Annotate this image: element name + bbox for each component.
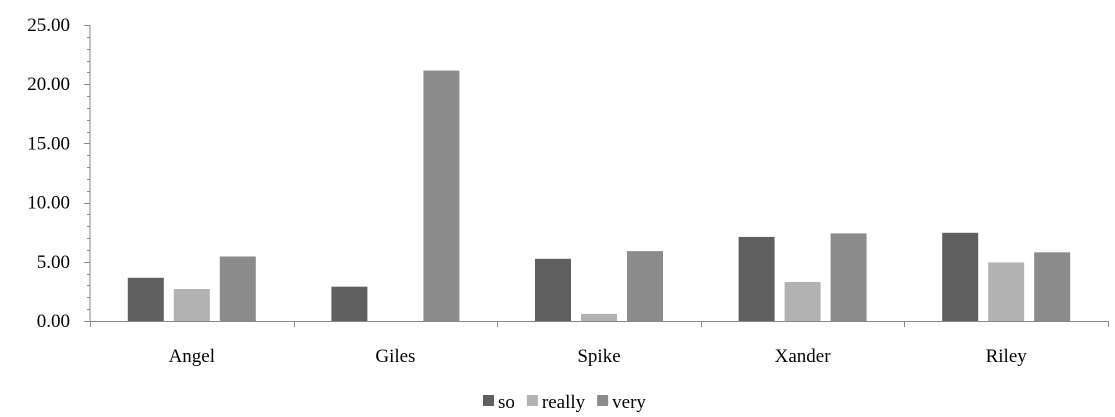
- bar-so-angel: [127, 277, 164, 321]
- legend-swatch-very: [597, 395, 609, 406]
- bar-so-spike: [535, 258, 571, 321]
- bar-very-xander: [830, 233, 867, 321]
- bar-so-xander: [738, 236, 775, 321]
- y-tick-label: 0.00: [37, 311, 70, 332]
- legend-label-very: very: [612, 392, 646, 413]
- y-tick-label: 15.00: [27, 133, 70, 154]
- x-axis: Angel Giles Spike Xander Riley: [90, 321, 1109, 367]
- legend: so really very: [483, 392, 646, 413]
- x-category-label: Angel: [169, 346, 215, 367]
- y-tick-label: 20.00: [27, 74, 70, 95]
- x-category-label: Spike: [577, 346, 620, 367]
- x-category-label: Giles: [375, 346, 415, 367]
- bar-really-riley: [988, 262, 1025, 321]
- legend-swatch-so: [483, 395, 494, 406]
- bar-very-spike: [627, 251, 663, 321]
- y-tick-label: 25.00: [27, 15, 70, 36]
- bar-really-angel: [173, 289, 210, 321]
- x-category-label: Riley: [986, 346, 1028, 367]
- bar-very-riley: [1034, 252, 1071, 321]
- bar-very-angel: [219, 256, 256, 321]
- bar-really-spike: [581, 313, 617, 321]
- bars: [127, 70, 1071, 321]
- y-tick-label: 10.00: [27, 193, 70, 214]
- legend-label-really: really: [542, 392, 586, 413]
- x-category-label: Xander: [775, 346, 832, 367]
- legend-swatch-really: [526, 395, 538, 406]
- y-tick-label: 5.00: [37, 252, 70, 273]
- bar-very-giles: [423, 70, 460, 321]
- bar-really-xander: [784, 281, 821, 321]
- bar-so-giles: [331, 286, 368, 321]
- bar-so-riley: [942, 232, 979, 321]
- y-axis: 0.00 5.00 10.00 15.00 20.00 25.00: [27, 15, 91, 332]
- legend-label-so: so: [498, 392, 515, 413]
